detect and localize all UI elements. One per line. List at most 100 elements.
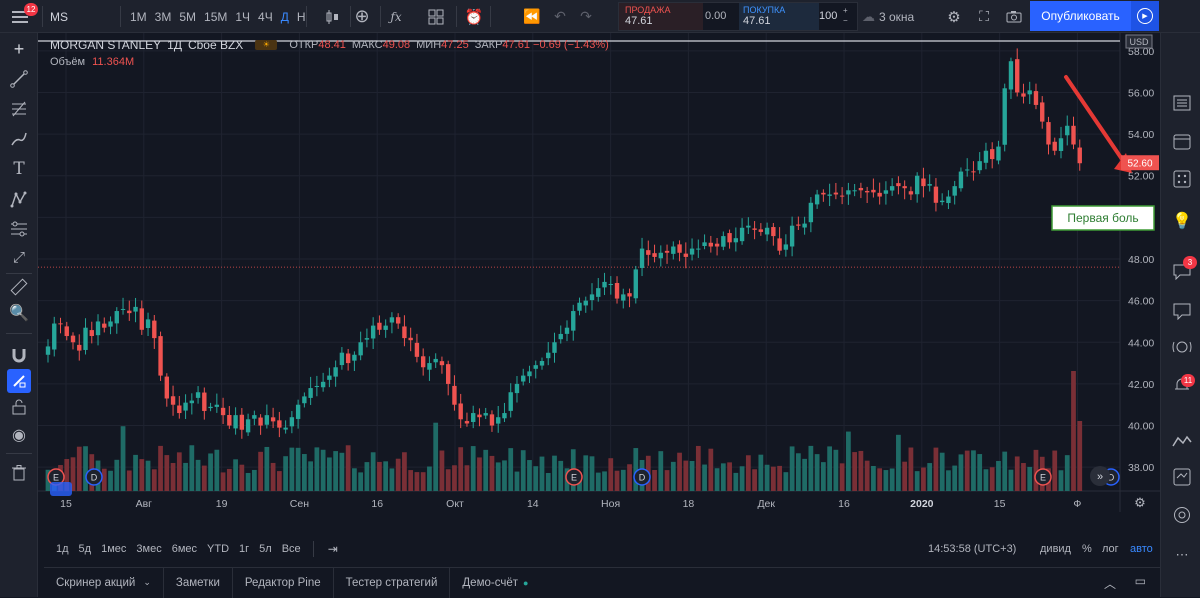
range-button[interactable]: 1г — [239, 543, 250, 555]
data-window-icon[interactable] — [1170, 429, 1194, 453]
volume-bar — [470, 446, 476, 491]
clock-time[interactable]: 14:53:58 (UTC+3) — [928, 543, 1017, 555]
interval-6[interactable]: Д — [280, 9, 289, 24]
tab-notes[interactable]: Заметки — [164, 567, 233, 598]
candle-body — [814, 194, 820, 205]
brush-icon[interactable] — [7, 127, 31, 151]
zoom-in-icon[interactable]: 🔍 — [9, 305, 29, 322]
quantity-stepper[interactable]: + − — [843, 6, 848, 25]
tab-pine-editor[interactable]: Редактор Pine — [233, 567, 334, 598]
fullscreen-icon[interactable]: ⛶ — [979, 8, 989, 24]
add-indicator-icon[interactable]: ⊕ — [354, 6, 370, 26]
lock-drawing-pencil-icon[interactable] — [7, 369, 31, 393]
range-button[interactable]: 3мес — [136, 543, 162, 555]
watchlist-icon[interactable] — [1170, 91, 1194, 115]
tv-logo-icon[interactable] — [50, 482, 72, 496]
legend-interval: 1Д — [167, 38, 182, 52]
chart-settings-gear-icon[interactable]: ⚙ — [1134, 496, 1146, 511]
layout-selector[interactable]: ☁ 3 окна — [862, 0, 946, 33]
collapse-panel-icon[interactable]: ︿ — [1103, 577, 1116, 591]
range-button[interactable]: YTD — [207, 543, 230, 555]
currency-box[interactable] — [1125, 34, 1153, 49]
log-toggle[interactable]: лог — [1102, 543, 1119, 555]
volume-bar — [258, 451, 263, 491]
bottom-panel-tabs: Скринер акций ⌄ Заметки Редактор Pine Тес… — [44, 567, 1160, 598]
candles-icon[interactable] — [320, 0, 344, 33]
percent-toggle[interactable]: % — [1082, 543, 1092, 555]
pattern-icon[interactable] — [7, 187, 31, 211]
time-tick: 18 — [683, 498, 695, 510]
crosshair-icon[interactable]: + — [13, 38, 25, 59]
interval-1[interactable]: 3М — [154, 9, 172, 24]
symbol-search[interactable]: MS — [50, 9, 68, 24]
earnings-marker[interactable] — [565, 468, 583, 486]
date-range-icon[interactable]: ⇥ — [327, 542, 338, 556]
annotation-box[interactable] — [1051, 205, 1155, 231]
range-button[interactable]: 1мес — [101, 543, 127, 555]
volume-value: 11.364M — [92, 56, 135, 68]
indicators-fx-icon[interactable]: ƒx — [390, 9, 402, 24]
range-button[interactable]: Все — [281, 543, 301, 555]
quantity-input[interactable]: 100 — [819, 10, 838, 22]
candle-body — [158, 336, 163, 376]
redo-icon[interactable]: ↷ — [580, 8, 592, 24]
candle-body — [177, 405, 182, 414]
interval-5[interactable]: 4Ч — [258, 9, 273, 24]
calendar-icon[interactable] — [1170, 129, 1194, 153]
text-tool-icon[interactable]: T — [13, 159, 25, 179]
earnings-marker[interactable] — [1034, 468, 1052, 486]
settings-gear-icon[interactable]: ⚙ — [947, 8, 961, 26]
auto-toggle[interactable]: авто — [1130, 543, 1153, 555]
alerts-icon[interactable] — [1170, 335, 1194, 359]
maximize-panel-icon[interactable]: ▭ — [1134, 574, 1146, 588]
interval-7[interactable]: Н — [296, 9, 306, 24]
tab-demo-account[interactable]: Демо-счёт ● — [450, 568, 540, 598]
hotlist-icon[interactable] — [1170, 167, 1194, 191]
measure-icon[interactable]: ⤢ — [12, 248, 25, 266]
candle-body — [302, 396, 307, 404]
alert-clock-icon[interactable]: ⏰ — [464, 8, 484, 26]
replay-icon[interactable]: ⏪ — [523, 8, 541, 24]
trend-line-icon[interactable] — [7, 67, 31, 91]
fib-retracement-icon[interactable] — [7, 97, 31, 121]
market-status-icon[interactable]: ☀ — [255, 40, 278, 50]
dividend-marker[interactable] — [85, 468, 103, 486]
menu-icon[interactable]: 12 — [6, 0, 38, 33]
interval-4[interactable]: 1Ч — [235, 9, 251, 24]
range-button[interactable]: 1д — [56, 543, 69, 555]
candle-body — [283, 427, 288, 430]
ideas-bulb-icon[interactable]: 💡 — [1172, 213, 1192, 230]
candle-body — [746, 225, 751, 228]
trash-icon[interactable] — [7, 461, 31, 485]
replay-play-button[interactable]: ▶ — [1131, 1, 1159, 31]
dividends-toggle[interactable]: дивид — [1040, 543, 1071, 555]
camera-icon[interactable] — [1002, 0, 1026, 33]
streams-icon[interactable] — [1170, 299, 1194, 323]
buy-button[interactable]: ПОКУПКА 47.61 — [739, 3, 819, 30]
lock-icon[interactable] — [7, 395, 31, 419]
magnet-icon[interactable] — [7, 343, 31, 367]
tab-strategy-tester[interactable]: Тестер стратегий — [334, 567, 451, 598]
eye-icon[interactable]: ◉ — [12, 427, 26, 444]
tab-stock-screener[interactable]: Скринер акций ⌄ — [44, 567, 164, 598]
dividend-marker[interactable] — [633, 468, 651, 486]
price-chart[interactable]: 58.0056.0054.0052.0050.0048.0046.0044.00… — [38, 33, 1160, 512]
interval-3[interactable]: 15М — [204, 9, 228, 24]
publish-button[interactable]: Опубликовать — [1030, 1, 1131, 31]
range-button[interactable]: 5л — [259, 543, 272, 555]
open-label: ОТКР — [289, 39, 319, 51]
volume-bar — [820, 462, 826, 491]
undo-icon[interactable]: ↶ — [554, 8, 566, 24]
prediction-icon[interactable] — [7, 217, 31, 241]
help-icon[interactable] — [1170, 503, 1194, 527]
sell-button[interactable]: ПРОДАЖА 47.61 — [619, 3, 703, 30]
interval-0[interactable]: 1М — [130, 9, 147, 24]
order-panel-icon[interactable] — [1170, 465, 1194, 489]
range-button[interactable]: 5д — [78, 543, 92, 555]
interval-2[interactable]: 5М — [179, 9, 197, 24]
scroll-to-realtime-button[interactable] — [1090, 466, 1110, 486]
more-icon[interactable]: ⋯ — [1175, 547, 1189, 562]
templates-icon[interactable] — [424, 0, 448, 33]
ruler-icon[interactable] — [7, 275, 31, 299]
range-button[interactable]: 6мес — [171, 543, 198, 555]
